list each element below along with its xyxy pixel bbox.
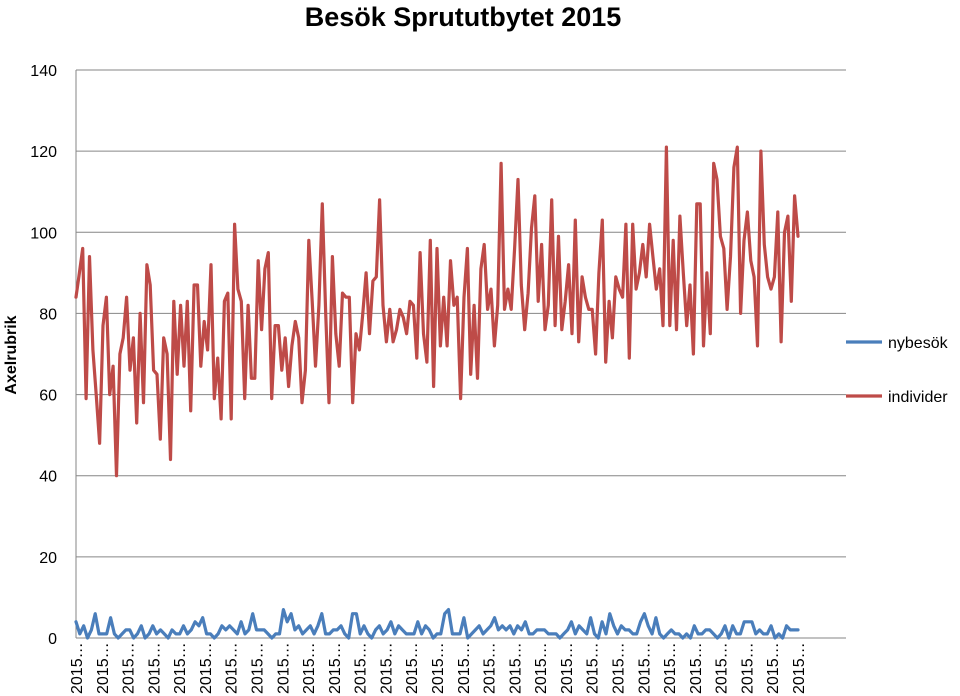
y-tick-label: 120 <box>30 144 57 161</box>
x-tick-label: 2015… <box>224 642 241 694</box>
chart-title: Besök Sprututbytet 2015 <box>305 2 622 32</box>
x-tick-label: 2015… <box>95 642 112 694</box>
x-tick-label: 2015… <box>198 642 215 694</box>
x-tick-label: 2015… <box>378 642 395 694</box>
y-axis-label: Axelrubrik <box>3 315 20 394</box>
x-tick-labels: 2015… 2015… 2015… 2015… 2015… 2015… 2015… 2015…… <box>69 642 808 694</box>
legend-label-nybesök: nybesök <box>888 335 949 352</box>
x-tick-label: 2015… <box>301 642 318 694</box>
x-tick-label: 2015… <box>69 642 86 694</box>
y-tick-label: 0 <box>48 631 57 648</box>
x-tick-label: 2015… <box>404 642 421 694</box>
x-tick-label: 2015… <box>327 642 344 694</box>
y-tick-labels: 0 20 40 60 80 100 120 140 <box>30 63 57 648</box>
y-tick-label: 20 <box>39 550 57 567</box>
y-tick-label: 80 <box>39 306 57 323</box>
x-tick-label: 2015… <box>611 642 628 694</box>
grid-lines <box>75 69 846 639</box>
x-tick-label: 2015… <box>739 642 756 694</box>
y-tick-label: 100 <box>30 225 57 242</box>
series-line-nybesök <box>74 607 800 640</box>
x-tick-label: 2015… <box>585 642 602 694</box>
x-tick-label: 2015… <box>456 642 473 694</box>
x-tick-label: 2015… <box>250 642 267 694</box>
y-tick-label: 140 <box>30 63 57 80</box>
x-tick-label: 2015… <box>172 642 189 694</box>
x-tick-label: 2015… <box>533 642 550 694</box>
x-tick-label: 2015… <box>714 642 731 694</box>
legend-label-individer: individer <box>888 389 948 406</box>
series-line-individer <box>74 145 800 478</box>
x-tick-label: 2015… <box>662 642 679 694</box>
x-tick-label: 2015… <box>636 642 653 694</box>
x-tick-label: 2015… <box>688 642 705 694</box>
y-tick-label: 60 <box>39 388 57 405</box>
x-tick-label: 2015… <box>121 642 138 694</box>
legend: nybesök individer <box>846 335 949 406</box>
x-tick-label: 2015… <box>430 642 447 694</box>
x-tick-label: 2015… <box>353 642 370 694</box>
x-tick-label: 2015… <box>146 642 163 694</box>
x-tick-label: 2015… <box>791 642 808 694</box>
x-tick-label: 2015… <box>765 642 782 694</box>
x-tick-label: 2015… <box>507 642 524 694</box>
x-tick-label: 2015… <box>275 642 292 694</box>
plot-area <box>74 145 800 640</box>
x-tick-label: 2015… <box>482 642 499 694</box>
x-tick-label: 2015… <box>559 642 576 694</box>
y-tick-label: 40 <box>39 469 57 486</box>
